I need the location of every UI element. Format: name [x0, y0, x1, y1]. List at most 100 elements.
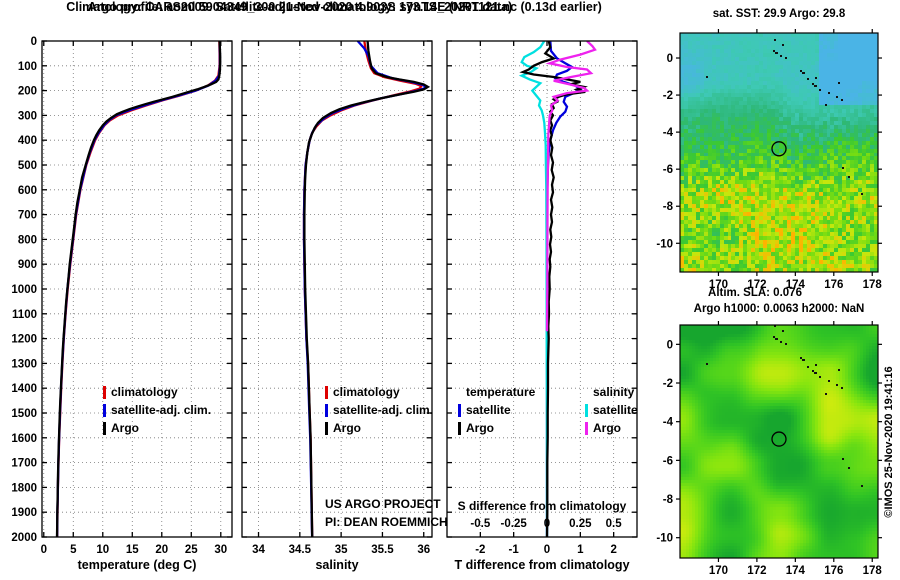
legend-label: Argo	[111, 421, 139, 435]
altimetry-sla-annotation: Altim. SLA: 0.076	[708, 287, 802, 299]
svg-text:0: 0	[544, 544, 550, 556]
argo-color-swatch	[325, 421, 328, 435]
svg-text:0: 0	[667, 339, 673, 351]
temperature-legend: climatology satellite-adj. clim. Argo	[103, 383, 211, 437]
svg-text:-8: -8	[663, 201, 674, 213]
temperature-axis-label: temperature (deg C)	[77, 558, 197, 572]
svg-text:200: 200	[18, 86, 37, 98]
imos-watermark: ©IMOS 25-Nov-2020 19:41:16	[883, 366, 895, 518]
svg-text:34: 34	[252, 544, 265, 556]
legend-label: satellite-adj. clim.	[111, 403, 212, 417]
svg-text:35: 35	[335, 544, 348, 556]
series-argo	[55, 41, 222, 537]
svg-text:1900: 1900	[11, 507, 37, 519]
sst-comparison-title: sat. SST: 29.9 Argo: 29.8	[712, 8, 846, 20]
svg-text:36: 36	[417, 544, 430, 556]
svg-text:1400: 1400	[11, 383, 37, 395]
argo-height-annotation: Argo h1000: 0.0063 h2000: NaN	[693, 303, 865, 315]
svg-text:600: 600	[18, 185, 37, 197]
svg-text:500: 500	[18, 160, 37, 172]
svg-text:170: 170	[709, 565, 728, 577]
svg-text:5: 5	[70, 544, 77, 556]
satellite-adj-color-swatch	[103, 403, 106, 417]
svg-text:172: 172	[747, 565, 766, 577]
svg-text:100: 100	[18, 61, 37, 73]
svg-text:1600: 1600	[11, 433, 37, 445]
svg-text:30: 30	[214, 544, 227, 556]
svg-text:0.25: 0.25	[569, 518, 592, 530]
legend-item-satellite-S: satellite	[585, 401, 638, 419]
legend-item-argo: Argo	[103, 419, 211, 437]
argo-S-color-swatch	[585, 421, 588, 435]
svg-text:178: 178	[863, 565, 883, 577]
difference-legend-salinity: salinity satellite Argo	[585, 383, 638, 437]
t-difference-axis-label: T difference from climatology	[454, 558, 630, 572]
svg-text:20: 20	[155, 544, 168, 556]
svg-text:-2: -2	[663, 90, 673, 102]
legend-label: climatology	[111, 385, 178, 399]
svg-text:0.5: 0.5	[606, 518, 623, 530]
series-climatology	[56, 41, 221, 537]
svg-text:1300: 1300	[11, 358, 37, 370]
legend-item-satellite-T: satellite	[458, 401, 535, 419]
satellite-S-color-swatch	[585, 403, 588, 417]
sst-map-image	[680, 33, 878, 272]
svg-text:-4: -4	[663, 417, 674, 429]
svg-text:2000: 2000	[11, 532, 37, 544]
legend-label: Argo	[333, 421, 361, 435]
series-s-argo	[545, 41, 597, 332]
svg-text:-10: -10	[656, 533, 673, 545]
svg-text:1700: 1700	[11, 458, 37, 470]
legend-label: satellite-adj. clim.	[333, 403, 434, 417]
climatology-color-swatch	[103, 385, 106, 399]
svg-text:-4: -4	[663, 127, 674, 139]
legend-label: satellite	[593, 403, 638, 417]
svg-text:-10: -10	[656, 238, 673, 250]
svg-text:400: 400	[18, 135, 37, 147]
svg-text:-2: -2	[475, 544, 485, 556]
svg-text:-8: -8	[663, 494, 674, 506]
svg-text:178: 178	[863, 279, 883, 291]
svg-text:-6: -6	[663, 455, 673, 467]
legend-item-satellite-adj-clim: satellite-adj. clim.	[325, 401, 433, 419]
series-s-satellite	[518, 41, 549, 537]
legend-item-climatology: climatology	[325, 383, 433, 401]
series-argo	[303, 41, 431, 537]
svg-text:800: 800	[18, 234, 37, 246]
project-credit-line2: PI: DEAN ROEMMICH	[325, 515, 448, 529]
figure-title-line2: Climatology: CARS2009. Satellite-adjuste…	[66, 0, 602, 14]
legend-item-satellite-adj-clim: satellite-adj. clim.	[103, 401, 211, 419]
svg-text:15: 15	[126, 544, 139, 556]
legend-item-argo: Argo	[325, 419, 433, 437]
legend-header-salinity: salinity	[593, 385, 635, 399]
svg-text:35.5: 35.5	[371, 544, 394, 556]
s-difference-axis-label: S difference from climatology	[457, 499, 627, 513]
salinity-axis-label: salinity	[315, 558, 359, 572]
svg-text:-0.25: -0.25	[501, 518, 528, 530]
climatology-color-swatch	[325, 385, 328, 399]
svg-text:1: 1	[577, 544, 584, 556]
project-credit-line1: US ARGO PROJECT	[325, 497, 441, 511]
svg-text:2: 2	[610, 544, 616, 556]
argo-T-color-swatch	[458, 421, 461, 435]
satellite-T-color-swatch	[458, 403, 461, 417]
svg-text:300: 300	[18, 110, 37, 122]
sla-map-image	[680, 325, 878, 558]
legend-label: satellite	[466, 403, 511, 417]
legend-label: climatology	[333, 385, 400, 399]
svg-text:0: 0	[544, 518, 550, 530]
legend-label: Argo	[593, 421, 621, 435]
series-t-satellite	[545, 41, 583, 537]
svg-text:-2: -2	[663, 378, 673, 390]
legend-header-temperature: temperature	[466, 385, 536, 399]
svg-text:174: 174	[786, 565, 806, 577]
svg-text:0: 0	[41, 544, 47, 556]
series-satellite-adj-clim-	[55, 41, 222, 537]
svg-text:700: 700	[18, 210, 37, 222]
svg-text:34.5: 34.5	[289, 544, 312, 556]
svg-text:1500: 1500	[11, 408, 37, 420]
figure-title-line1: Argo profile: aoml 5904349_300 21-Nov-20…	[87, 0, 513, 14]
series-t-argo	[519, 41, 588, 537]
svg-text:1000: 1000	[11, 284, 37, 296]
